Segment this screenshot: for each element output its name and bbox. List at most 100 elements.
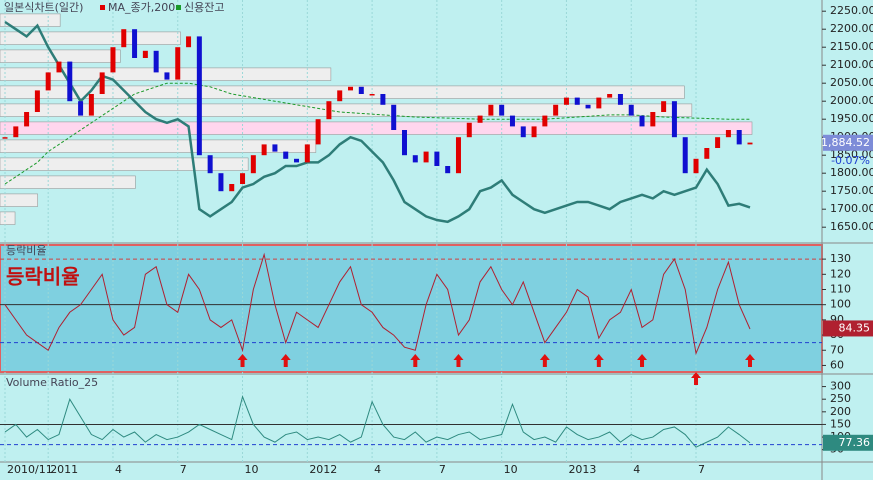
candle [520, 126, 526, 138]
candle [283, 151, 289, 159]
y-tick-label: 1850.00 [830, 148, 873, 161]
legend-label: 신용잔고 [184, 1, 224, 14]
candle [499, 104, 505, 116]
candle [207, 155, 213, 174]
last-value-box [823, 434, 873, 451]
legend-label: MA_종가,200 [108, 1, 175, 14]
candle [661, 101, 667, 112]
candle [294, 158, 300, 163]
x-tick-label: 4 [633, 463, 640, 476]
last-value-label: 1,884.52 [821, 136, 870, 149]
volume-profile-bar [0, 139, 317, 153]
last-value-box [823, 134, 873, 151]
candle [229, 184, 235, 192]
candle [434, 151, 440, 166]
candle [477, 115, 483, 123]
y-tick-label: 2200.00 [830, 22, 873, 35]
candle [736, 130, 742, 145]
x-tick-label: 7 [180, 463, 187, 476]
candle [99, 72, 105, 94]
candle [121, 29, 127, 48]
x-tick-label: 4 [115, 463, 122, 476]
ma-line [4, 82, 750, 185]
candle [153, 50, 159, 73]
candle [466, 122, 472, 138]
candle [186, 36, 192, 48]
candle [391, 104, 397, 130]
x-tick-label: 7 [439, 463, 446, 476]
y-tick-label: 110 [830, 282, 851, 295]
y-tick-label: 60 [830, 358, 844, 371]
candle [261, 144, 267, 156]
volume-profile-bar [0, 157, 249, 171]
candle [45, 72, 51, 91]
candle [326, 101, 332, 120]
y-tick-label: 2050.00 [830, 76, 873, 89]
candle [272, 144, 278, 152]
candle [445, 166, 451, 174]
candle [348, 86, 354, 91]
candle [337, 90, 343, 102]
x-tick-label: 4 [374, 463, 381, 476]
signal-arrow [593, 354, 604, 367]
volume-profile-bar [0, 193, 38, 207]
signal-arrow [237, 354, 248, 367]
x-tick-label: 2013 [568, 463, 596, 476]
signal-arrow [539, 354, 550, 367]
candle [682, 137, 688, 174]
last-value-box [823, 320, 873, 337]
signal-arrow [637, 354, 648, 367]
volume-profile-bar [0, 175, 136, 189]
y-tick-label: 2100.00 [830, 58, 873, 71]
overlay-label: 등락비율 [6, 265, 80, 289]
panel-2 [0, 244, 823, 373]
candle [607, 94, 613, 98]
indicator-line [4, 395, 751, 448]
y-tick-label: 1700.00 [830, 202, 873, 215]
change-label: -0.07% [831, 154, 870, 167]
candle [13, 126, 19, 138]
x-tick-label: 2011 [50, 463, 78, 476]
candle [563, 97, 569, 105]
candle [218, 173, 224, 192]
y-tick-label: 1950.00 [830, 112, 873, 125]
candle [617, 94, 623, 105]
candle [412, 155, 418, 163]
y-tick-label: 250 [830, 392, 851, 405]
y-tick-label: 1750.00 [830, 184, 873, 197]
candle [639, 115, 645, 127]
candle [423, 151, 429, 163]
candle [380, 94, 386, 105]
candle [401, 130, 407, 156]
candle [574, 97, 580, 105]
candle [585, 104, 591, 109]
candle [34, 90, 40, 112]
candle [715, 137, 721, 148]
candle [650, 112, 656, 127]
candle [110, 47, 116, 73]
indicator-line [4, 252, 751, 356]
candle [132, 29, 138, 58]
y-tick-label: 120 [830, 267, 851, 280]
candle [304, 144, 310, 163]
candle [67, 61, 73, 102]
volume-profile-bar [0, 49, 121, 63]
y-tick-label: 100 [830, 298, 851, 311]
legend-swatch [176, 5, 181, 10]
y-tick-label: 1650.00 [830, 220, 873, 233]
volume-profile-bar [0, 103, 693, 117]
candle [358, 86, 364, 94]
candle [175, 47, 181, 80]
candle [596, 97, 602, 109]
candle [509, 115, 515, 127]
panel-title: 등락비율 [6, 244, 46, 257]
y-tick-label: 130 [830, 252, 851, 265]
credit-line [4, 20, 751, 224]
volume-profile-bar [0, 211, 16, 225]
y-tick-label: 2250.00 [830, 4, 873, 17]
candle [693, 158, 699, 174]
candle [725, 130, 731, 138]
candle [142, 50, 148, 58]
signal-arrow [280, 354, 291, 367]
